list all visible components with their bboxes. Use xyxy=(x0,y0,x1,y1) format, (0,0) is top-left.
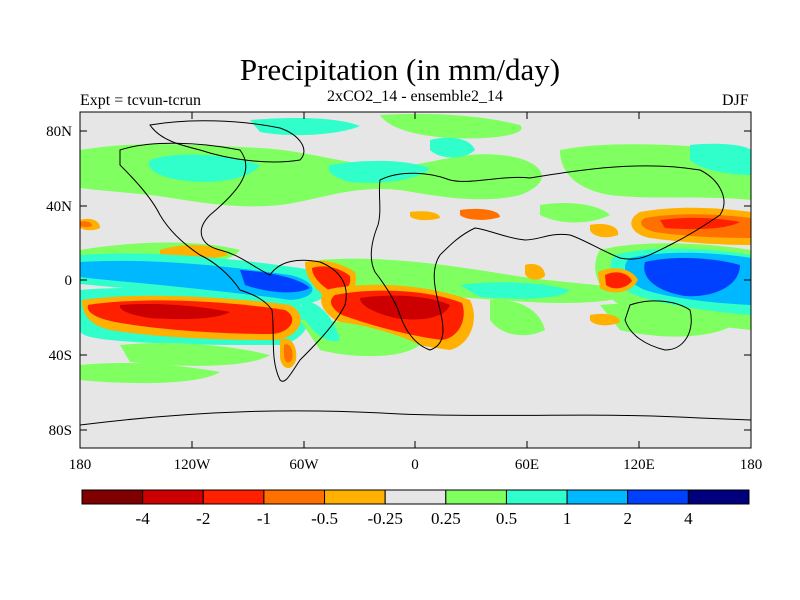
anomaly-region xyxy=(250,118,360,136)
lon-tick-label: 120E xyxy=(623,457,655,473)
colorbar-swatch xyxy=(202,489,265,505)
lat-tick-label: 80N xyxy=(46,124,72,140)
anomaly-region xyxy=(328,160,430,183)
lat-tick-label: 40N xyxy=(46,199,72,215)
lon-tick-label: 60E xyxy=(515,457,539,473)
colorbar-label: 1 xyxy=(563,509,572,528)
colorbar-swatch xyxy=(324,489,386,505)
anomaly-region xyxy=(380,113,522,139)
anomaly-region xyxy=(119,303,230,320)
anomaly-region xyxy=(540,203,610,223)
anomaly-region xyxy=(490,299,545,336)
map-subtitle: 2xCO2_14 - ensemble2_14 xyxy=(327,88,503,105)
anomaly-region xyxy=(120,343,270,366)
lon-tick-label: 180 xyxy=(740,457,763,473)
lon-tick-labels: 180 120W 60W 0 60E 120E 180 xyxy=(69,457,763,473)
colorbar-swatch xyxy=(81,489,144,505)
lon-tick-label: 120W xyxy=(174,457,212,473)
lon-tick-marks xyxy=(79,112,752,448)
anomaly-region xyxy=(410,211,440,221)
colorbar-label: -4 xyxy=(136,509,151,528)
precipitation-field xyxy=(80,112,751,448)
anomaly-region xyxy=(605,272,632,289)
colorbar-label: 2 xyxy=(623,509,632,528)
coastlines xyxy=(80,120,751,426)
anomaly-region xyxy=(590,224,619,238)
anomaly-region xyxy=(600,303,740,337)
colorbar-swatch xyxy=(142,489,204,505)
anomaly-region xyxy=(312,266,351,293)
anomaly-region xyxy=(460,208,500,220)
colorbar-label: -2 xyxy=(196,509,210,528)
colorbar-labels: -4 -2 -1 -0.5 -0.25 0.25 0.5 1 2 4 xyxy=(136,509,694,528)
colorbar-label: 0.25 xyxy=(431,509,461,528)
lat-tick-label: 80S xyxy=(49,423,72,439)
colorbar xyxy=(81,489,750,505)
anomaly-region xyxy=(430,137,475,158)
colorbar-swatch xyxy=(505,489,568,505)
anomaly-region xyxy=(80,221,92,228)
anomaly-region xyxy=(284,344,293,363)
anomaly-region xyxy=(240,270,310,293)
lat-tick-label: 40S xyxy=(49,348,72,364)
colorbar-label: -0.5 xyxy=(311,509,338,528)
experiment-label: Expt = tcvun-tcrun xyxy=(80,92,201,109)
lat-tick-label: 0 xyxy=(65,273,73,289)
lon-tick-label: 180 xyxy=(69,457,92,473)
colorbar-label: -0.25 xyxy=(367,509,402,528)
anomaly-region xyxy=(460,282,570,299)
colorbar-swatch xyxy=(445,489,507,505)
anomaly-region xyxy=(300,300,340,342)
anomaly-region xyxy=(660,217,740,230)
anomaly-region xyxy=(590,313,620,326)
colorbar-label: -1 xyxy=(257,509,271,528)
anomaly-region xyxy=(644,258,740,297)
lon-tick-label: 60W xyxy=(289,457,319,473)
colorbar-label: 4 xyxy=(684,509,693,528)
map-title: Precipitation (in mm/day) xyxy=(239,52,561,87)
colorbar-swatch xyxy=(566,489,629,505)
colorbar-swatch xyxy=(687,489,750,505)
lat-tick-labels: 80N 40N 0 40S 80S xyxy=(46,124,72,439)
colorbar-label: 0.5 xyxy=(496,509,517,528)
anomaly-region xyxy=(149,154,260,182)
colorbar-swatch xyxy=(263,489,326,505)
anomaly-region xyxy=(525,264,545,280)
colorbar-swatch xyxy=(384,489,447,505)
anomaly-region xyxy=(80,260,313,300)
anomaly-region xyxy=(80,362,220,384)
season-label: DJF xyxy=(722,92,749,109)
anomaly-region xyxy=(690,143,751,175)
lon-tick-label: 0 xyxy=(411,457,419,473)
anomaly-region xyxy=(360,295,450,320)
colorbar-swatch xyxy=(627,489,689,505)
